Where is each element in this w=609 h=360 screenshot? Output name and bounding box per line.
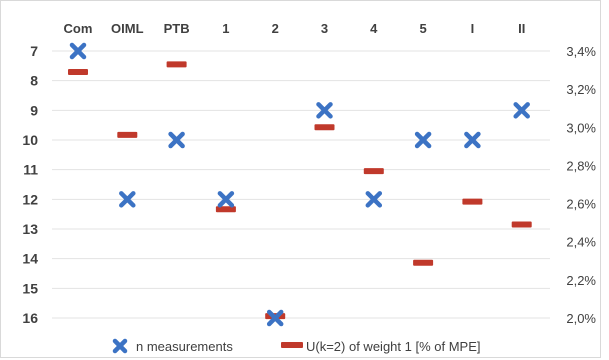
uncertainty-point <box>68 68 88 75</box>
n-measurement-point <box>119 191 136 208</box>
legend-label-uncertainty: U(k=2) of weight 1 [% of MPE] <box>306 339 480 354</box>
legend-label-n-measurements: n measurements <box>136 339 233 354</box>
right-tick-label: 2,2% <box>566 273 596 288</box>
legend-dash-marker-icon <box>281 342 303 348</box>
left-tick-label: 13 <box>22 221 38 237</box>
n-measurement-point <box>414 131 432 149</box>
n-measurement-point <box>316 102 333 119</box>
right-tick-label: 3,2% <box>566 82 596 97</box>
left-tick-label: 8 <box>30 73 38 89</box>
n-measurement-point <box>168 131 185 149</box>
left-axis-ticks: 7 8 9 10 11 12 13 14 15 16 <box>22 43 38 326</box>
left-tick-label: 14 <box>22 251 38 267</box>
uncertainty-point <box>413 259 434 266</box>
left-tick-label: 12 <box>22 191 38 207</box>
uncertainty-point <box>511 221 532 228</box>
series-marks <box>68 42 532 327</box>
n-measurement-point <box>266 309 284 327</box>
category-label: PTB <box>164 21 190 36</box>
category-label: I <box>471 21 475 36</box>
category-label: 1 <box>222 21 229 36</box>
category-label: Com <box>64 21 93 36</box>
legend-item-uncertainty: U(k=2) of weight 1 [% of MPE] <box>281 339 480 354</box>
category-label: 2 <box>272 21 279 36</box>
uncertainty-point <box>166 61 187 68</box>
uncertainty-point <box>215 206 236 213</box>
n-measurement-point <box>464 131 481 149</box>
uncertainty-point <box>117 131 138 138</box>
right-tick-label: 2,8% <box>566 158 596 173</box>
legend-x-glyph <box>112 338 128 354</box>
right-tick-label: 2,4% <box>566 235 596 250</box>
uncertainty-point <box>314 124 335 131</box>
category-label: 4 <box>370 21 378 36</box>
n-measurement-point <box>217 191 235 208</box>
category-label: II <box>518 21 525 36</box>
category-label: 3 <box>321 21 328 36</box>
legend-item-n-measurements: n measurements <box>112 338 233 354</box>
n-measurement-point <box>69 42 87 60</box>
uncertainty-point <box>363 168 384 175</box>
category-label: OIML <box>111 21 144 36</box>
gridlines <box>52 50 550 319</box>
category-labels: Com OIML PTB 1 2 3 4 5 I II <box>64 21 526 36</box>
left-tick-label: 7 <box>30 43 38 59</box>
category-label: 5 <box>419 21 426 36</box>
n-measurement-point <box>365 191 383 208</box>
left-tick-label: 15 <box>22 280 38 296</box>
right-tick-label: 3,0% <box>566 120 596 135</box>
left-tick-label: 16 <box>22 310 38 326</box>
right-axis-ticks: 3,4% 3,2% 3,0% 2,8% 2,6% 2,4% 2,2% 2,0% <box>566 44 596 326</box>
right-tick-label: 3,4% <box>566 44 596 59</box>
left-tick-label: 11 <box>23 162 38 178</box>
uncertainty-point <box>462 198 483 205</box>
right-tick-label: 2,6% <box>566 197 596 212</box>
right-tick-label: 2,0% <box>566 311 596 326</box>
left-tick-label: 9 <box>30 102 38 118</box>
legend-x-marker-icon <box>112 338 128 354</box>
n-measurement-point <box>513 102 530 119</box>
left-tick-label: 10 <box>22 132 38 148</box>
legend: n measurements U(k=2) of weight 1 [% of … <box>112 338 480 354</box>
